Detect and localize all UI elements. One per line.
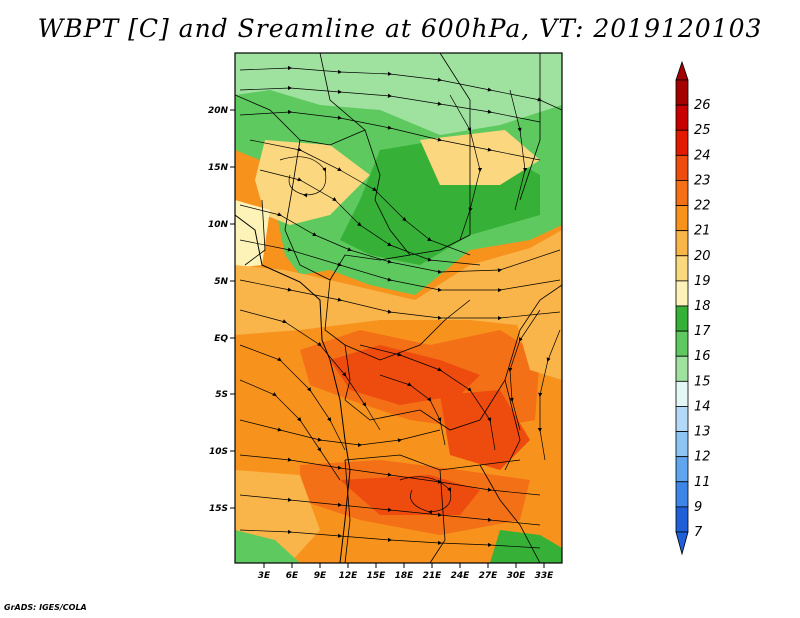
colorbar-label-16: 16: [694, 349, 711, 364]
colorbar-label-23: 23: [694, 173, 711, 188]
lat-tick-marks: [230, 109, 235, 509]
colorbar-label-26: 26: [694, 98, 711, 113]
lon-label-33e: 33E: [535, 571, 555, 581]
colorbar-swatch-15: [675, 355, 689, 382]
colorbar-label-13: 13: [694, 425, 711, 440]
colorbar-swatch-12: [675, 431, 689, 458]
green-zone-southeast: [490, 530, 562, 563]
lat-tick-labels: 20N 15N 10N 5N EQ 5S 10S 15S: [208, 106, 229, 514]
yellow-zone-west: [235, 200, 270, 268]
colorbar: 26 25 24 23 22 21 20 19 18 17 16 15 14 13 12 11 9 7: [675, 60, 711, 556]
colorbar-label-17: 17: [694, 324, 711, 339]
lat-label-10n: 10N: [208, 220, 229, 230]
colorbar-label-11: 11: [694, 475, 711, 490]
colorbar-swatch-16: [675, 330, 689, 357]
lat-label-5s: 5S: [215, 390, 228, 400]
lon-label-9e: 9E: [314, 571, 327, 581]
lat-label-eq: EQ: [214, 334, 228, 344]
lat-label-15n: 15N: [208, 163, 229, 173]
colorbar-label-22: 22: [694, 199, 711, 214]
lat-label-5n: 5N: [214, 277, 228, 287]
lon-tick-labels: 3E 6E 9E 12E 15E 18E 21E 24E 27E 30E 33E: [258, 571, 554, 581]
colorbar-label-12: 12: [694, 450, 711, 465]
colorbar-swatch-9: [675, 481, 689, 508]
colorbar-label-18: 18: [694, 299, 711, 314]
colorbar-swatch-22: [675, 180, 689, 206]
colorbar-swatch-24: [675, 129, 689, 156]
colorbar-label-7: 7: [694, 525, 703, 540]
colorbar-label-24: 24: [694, 148, 711, 163]
colorbar-label-20: 20: [694, 249, 711, 264]
lon-label-6e: 6E: [286, 571, 299, 581]
colorbar-swatch-21: [675, 205, 689, 232]
lon-label-3e: 3E: [258, 571, 271, 581]
lon-label-15e: 15E: [367, 571, 387, 581]
colorbar-label-25: 25: [694, 123, 711, 138]
lon-label-18e: 18E: [395, 571, 415, 581]
colorbar-label-14: 14: [694, 399, 711, 414]
colorbar-swatch-20: [675, 230, 689, 257]
map-frame: [234, 52, 563, 564]
lon-tick-marks: [263, 563, 545, 568]
colorbar-label-21: 21: [694, 224, 711, 239]
lon-label-12e: 12E: [339, 571, 359, 581]
colorbar-swatch-19: [675, 255, 689, 282]
lon-label-24e: 24E: [451, 571, 471, 581]
lat-label-15s: 15S: [209, 504, 228, 514]
lon-label-21e: 21E: [423, 571, 443, 581]
colorbar-label-9: 9: [694, 500, 702, 515]
colorbar-swatch-11: [675, 456, 689, 483]
footer-credit: GrADS: IGES/COLA: [4, 603, 87, 612]
lat-label-20n: 20N: [208, 106, 229, 116]
green-zone-southwest: [235, 530, 300, 563]
lat-label-10s: 10S: [209, 447, 228, 457]
colorbar-swatch-13: [675, 406, 689, 432]
colorbar-swatch-26: [675, 79, 689, 106]
colorbar-cap-top: [675, 60, 689, 81]
lon-label-27e: 27E: [479, 571, 499, 581]
colorbar-swatch-17: [675, 305, 689, 332]
colorbar-label-15: 15: [694, 374, 711, 389]
colorbar-label-19: 19: [694, 274, 711, 289]
colorbar-cap-bottom: [675, 531, 689, 556]
colorbar-swatch-23: [675, 154, 689, 181]
colorbar-swatch-14: [675, 380, 689, 407]
streamlines: [239, 65, 562, 549]
wbpt-field: [235, 53, 562, 563]
colorbar-swatch-25: [675, 104, 689, 131]
colorbar-swatch-18: [675, 280, 689, 307]
plot-title: WBPT [C] and Sreamline at 600hPa, VT: 20…: [37, 14, 763, 43]
colorbar-swatch-7: [675, 506, 689, 533]
lon-label-30e: 30E: [507, 571, 527, 581]
